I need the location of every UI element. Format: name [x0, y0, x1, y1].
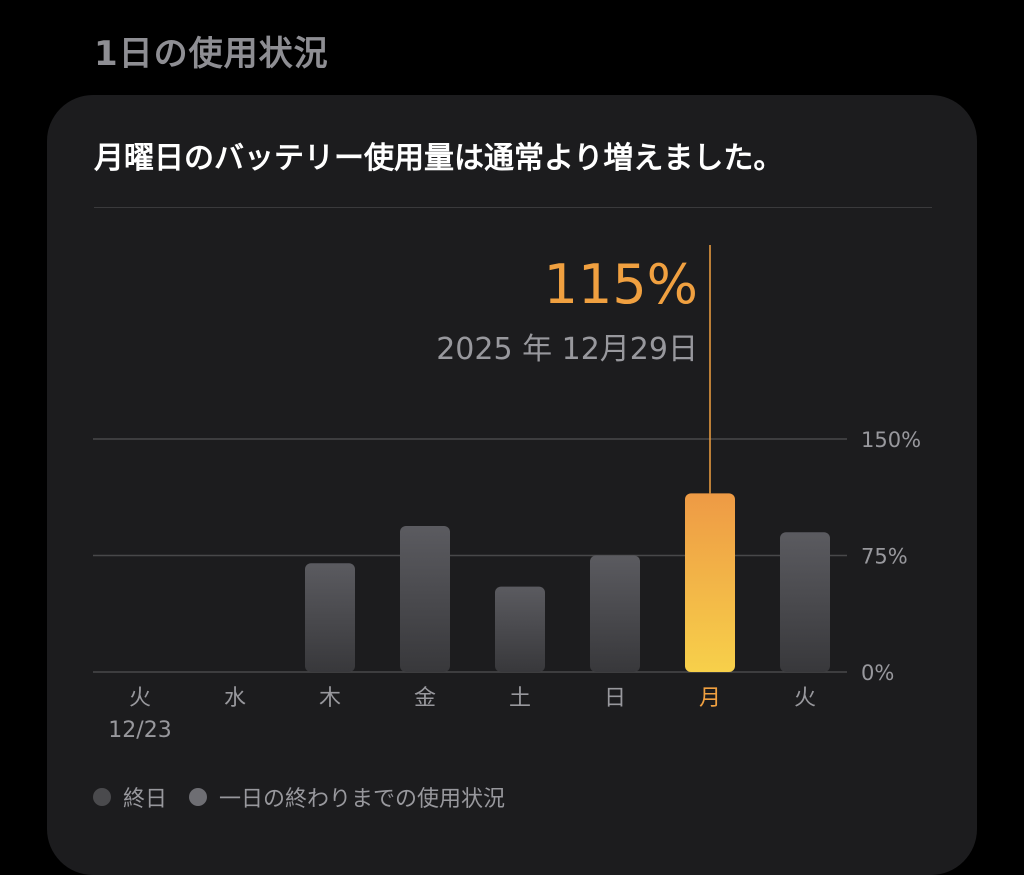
y-tick-label: 75%: [861, 545, 908, 569]
legend-label-end-of-day: 一日の終わりまでの使用状況: [219, 787, 506, 812]
legend-dot-end-of-day: [189, 788, 208, 806]
legend-item-end-of-day: 一日の終わりまでの使用状況: [189, 781, 505, 813]
divider: [94, 207, 932, 208]
x-tick-sublabel: 12/23: [108, 718, 171, 743]
x-tick-label[interactable]: 金: [414, 686, 436, 711]
y-tick-label: 150%: [861, 428, 921, 452]
x-tick-label[interactable]: 木: [319, 686, 341, 711]
selected-value-label: 115%: [544, 253, 698, 316]
legend-label-all-day: 終日: [123, 787, 168, 812]
legend-dot-all-day: [93, 788, 111, 806]
x-tick-label[interactable]: 月: [699, 686, 721, 711]
bar[interactable]: [780, 532, 830, 672]
x-tick-label[interactable]: 水: [224, 686, 246, 711]
bar[interactable]: [590, 555, 640, 673]
section-title: 1日の使用状況: [94, 34, 329, 74]
usage-headline: 月曜日のバッテリー使用量は通常より増えました。: [94, 141, 784, 176]
bar[interactable]: [495, 586, 545, 672]
battery-usage-card: 月曜日のバッテリー使用量は通常より増えました。 0% 75% 150% 火 12/23…: [47, 95, 977, 875]
y-tick-label: 0%: [861, 661, 894, 685]
bar-selected[interactable]: [685, 493, 735, 672]
x-tick-label[interactable]: 土: [509, 686, 531, 711]
usage-bar-chart: 0% 75% 150% 火 12/23 水 木 金 土 日 月 火 115% 2025 年 12月2…: [93, 245, 921, 743]
legend-item-all-day: 終日: [93, 781, 167, 813]
bar[interactable]: [305, 563, 355, 672]
x-tick-label[interactable]: 日: [604, 686, 626, 711]
bar[interactable]: [400, 525, 450, 672]
x-tick-label[interactable]: 火: [129, 686, 151, 711]
selected-date-label: 2025 年 12月29日: [436, 332, 698, 367]
chart-legend: 終日 一日の終わりまでの使用状況: [93, 781, 527, 813]
x-tick-label[interactable]: 火: [794, 686, 816, 711]
